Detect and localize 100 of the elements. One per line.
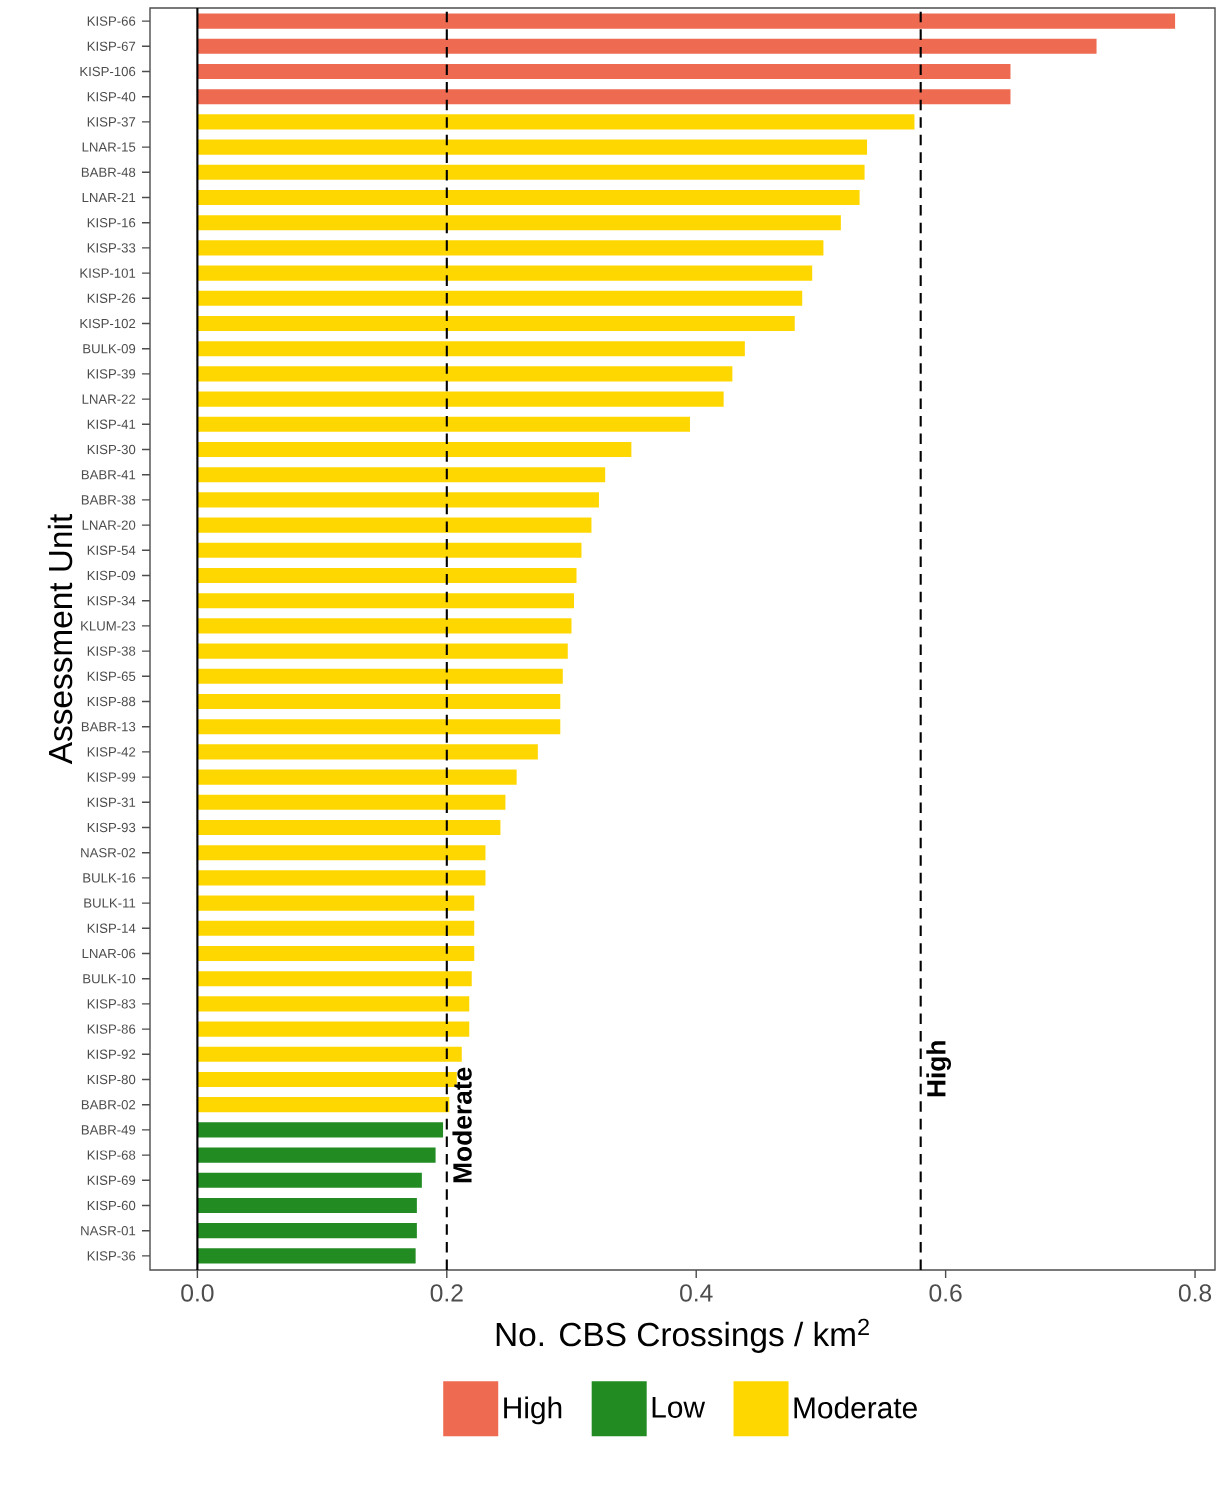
y-tick-label: KISP-39 — [87, 369, 136, 379]
y-tick-label: KISP-83 — [87, 999, 136, 1009]
y-tick-label: KISP-69 — [87, 1175, 136, 1185]
bar — [197, 1197, 417, 1214]
y-tick-label: KISP-33 — [87, 243, 136, 253]
bar — [197, 164, 865, 180]
y-tick-label: BULK-09 — [83, 344, 136, 354]
bar — [197, 920, 475, 936]
x-tick-label: 0.6 — [929, 1284, 962, 1302]
x-tick-label: 0.0 — [181, 1284, 214, 1302]
bar — [197, 1097, 450, 1113]
y-tick-label: KISP-26 — [87, 293, 136, 303]
bar — [197, 794, 506, 810]
legend-label: Moderate — [794, 1396, 917, 1419]
y-tick-label: KISP-40 — [87, 92, 136, 102]
y-tick-label: KISP-88 — [87, 696, 136, 707]
bar — [197, 1223, 417, 1239]
bar — [197, 643, 568, 659]
y-tick-label: LNAR-06 — [82, 948, 136, 959]
bar — [197, 341, 745, 357]
bar — [197, 1122, 444, 1138]
bar — [197, 89, 1011, 105]
bar — [197, 567, 577, 584]
y-tick-label: LNAR-15 — [82, 142, 136, 152]
y-tick-label: NASR-02 — [81, 848, 136, 858]
bar — [197, 618, 572, 634]
y-tick-label: KISP-102 — [80, 318, 136, 329]
bar — [197, 819, 501, 836]
bar — [197, 366, 733, 382]
y-tick-label: LNAR-22 — [82, 394, 136, 404]
legend-label: Low — [652, 1397, 706, 1418]
y-tick-label: KISP-09 — [87, 570, 136, 581]
bar — [197, 1021, 470, 1037]
ref-line-label: Moderate — [452, 1067, 472, 1183]
y-tick-label: BULK-16 — [83, 873, 136, 883]
y-tick-label: KLUM-23 — [81, 621, 136, 631]
bar — [197, 845, 486, 861]
bar — [197, 870, 486, 886]
x-tick-label: 0.2 — [430, 1284, 463, 1302]
bar — [197, 542, 582, 558]
y-tick-label: KISP-14 — [87, 923, 136, 933]
bar — [197, 517, 592, 533]
bar — [197, 744, 538, 760]
bar — [197, 441, 632, 458]
y-tick-label: KISP-38 — [87, 646, 136, 656]
bar — [197, 1147, 436, 1163]
bar — [197, 895, 475, 911]
y-tick-label: KISP-92 — [87, 1049, 136, 1059]
bar — [197, 971, 472, 987]
y-tick-label: KISP-41 — [87, 419, 136, 429]
bar — [197, 1046, 462, 1062]
bar — [197, 114, 915, 130]
y-tick-label: KISP-30 — [87, 444, 136, 455]
y-tick-label: KISP-42 — [87, 747, 136, 757]
y-axis-title: Assessment Unit — [47, 514, 73, 765]
y-tick-label: KISP-65 — [87, 671, 136, 681]
bar — [197, 215, 841, 231]
bar — [197, 391, 724, 407]
y-tick-label: NASR-01 — [81, 1226, 136, 1236]
y-tick-label: BULK-11 — [84, 898, 136, 908]
y-tick-label: KISP-37 — [87, 117, 136, 127]
bar — [197, 996, 470, 1012]
bar — [197, 769, 517, 785]
bar — [197, 467, 606, 483]
bar — [197, 719, 561, 735]
bar — [197, 1248, 416, 1264]
y-tick-label: BABR-48 — [81, 167, 136, 177]
legend-label: High — [504, 1396, 562, 1425]
bar — [197, 1172, 422, 1188]
bar — [197, 416, 690, 432]
bar — [197, 290, 803, 306]
y-tick-label: KISP-99 — [87, 772, 136, 782]
y-tick-label: BABR-49 — [81, 1125, 136, 1135]
y-tick-label: KISP-31 — [87, 797, 136, 807]
bar — [197, 265, 813, 281]
y-tick-label: LNAR-20 — [82, 520, 136, 530]
bar — [197, 139, 868, 155]
bar — [197, 593, 574, 609]
bar — [197, 693, 561, 710]
x-tick-label: 0.8 — [1178, 1284, 1212, 1302]
y-tick-label: KISP-16 — [87, 218, 136, 228]
y-tick-label: LNAR-21 — [82, 192, 136, 203]
ref-line-label: High — [926, 1041, 952, 1097]
y-tick-label: KISP-66 — [87, 16, 136, 26]
y-tick-label: KISP-36 — [87, 1251, 136, 1261]
y-tick-label: KISP-60 — [87, 1200, 136, 1211]
y-tick-label: KISP-86 — [87, 1024, 136, 1034]
bar — [197, 13, 1176, 29]
bar — [197, 945, 475, 962]
y-tick-label: KISP-93 — [87, 822, 136, 833]
x-axis-title: No. CBS Crossings / km$^{2}$ — [496, 1318, 869, 1353]
y-tick-label: BABR-41 — [81, 470, 136, 480]
y-tick-label: KISP-80 — [87, 1074, 136, 1085]
y-tick-label: KISP-54 — [87, 545, 136, 555]
y-tick-label: KISP-68 — [87, 1150, 136, 1160]
bar — [197, 189, 860, 206]
bar — [197, 240, 824, 256]
y-tick-label: BABR-13 — [81, 722, 136, 732]
bar — [197, 668, 563, 684]
bar — [197, 63, 1011, 80]
